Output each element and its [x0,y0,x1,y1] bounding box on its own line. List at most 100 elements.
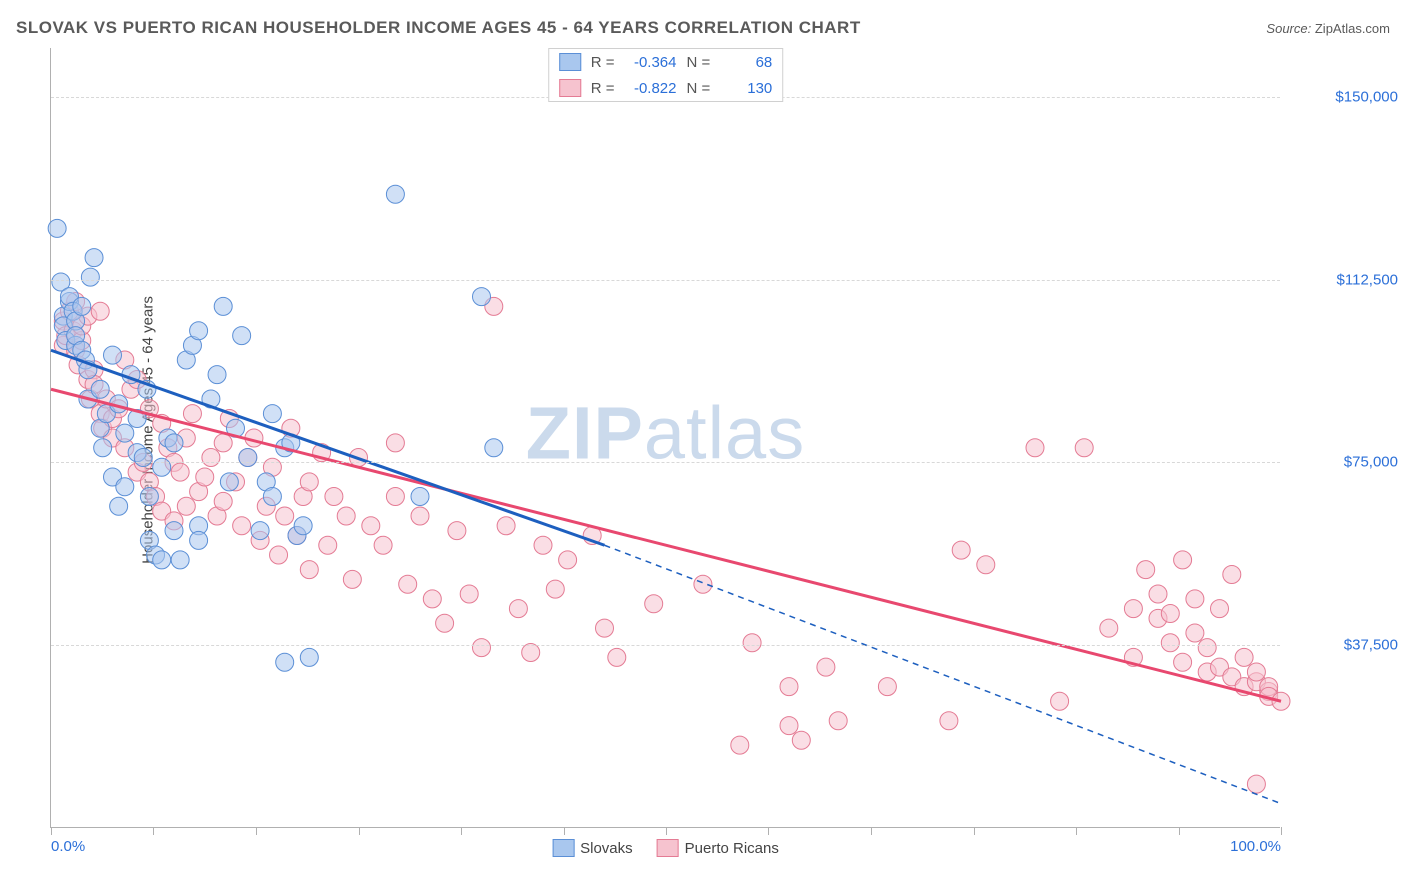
data-point [276,653,294,671]
title-bar: SLOVAK VS PUERTO RICAN HOUSEHOLDER INCOM… [16,18,1390,38]
data-point [608,648,626,666]
data-point [153,551,171,569]
source-attribution: Source: ZipAtlas.com [1266,21,1390,36]
data-point [546,580,564,598]
data-point [214,434,232,452]
x-tick [51,827,52,835]
data-point [522,644,540,662]
data-point [171,551,189,569]
data-point [177,497,195,515]
data-point [263,488,281,506]
legend-series-swatch-2 [657,839,679,857]
gridline [51,645,1280,646]
data-point [1149,585,1167,603]
data-point [448,522,466,540]
x-tick [461,827,462,835]
data-point [1211,600,1229,618]
x-tick [359,827,360,835]
data-point [743,634,761,652]
data-point [337,507,355,525]
data-point [509,600,527,618]
data-point [208,366,226,384]
data-point [940,712,958,730]
data-point [559,551,577,569]
n-value-2: 130 [720,80,772,97]
data-point [1247,775,1265,793]
data-point [134,449,152,467]
data-point [1198,639,1216,657]
data-point [81,268,99,286]
data-point [239,449,257,467]
legend-series-swatch-1 [552,839,574,857]
x-tick [871,827,872,835]
data-point [460,585,478,603]
x-tick [666,827,667,835]
x-tick [1179,827,1180,835]
data-point [73,297,91,315]
data-point [110,497,128,515]
data-point [183,405,201,423]
data-point [1075,439,1093,457]
x-tick [564,827,565,835]
plot-area: ZIPatlas R = -0.364 N = 68 R = -0.822 N … [50,48,1280,828]
x-tick-label: 100.0% [1230,838,1281,855]
data-point [399,575,417,593]
data-point [165,434,183,452]
legend-series-2: Puerto Ricans [657,839,779,857]
data-point [694,575,712,593]
data-point [534,536,552,554]
x-tick [1281,827,1282,835]
data-point [374,536,392,554]
data-point [190,531,208,549]
n-label-1: N = [687,54,711,71]
data-point [731,736,749,754]
data-point [1100,619,1118,637]
legend-stats-row-2: R = -0.822 N = 130 [549,75,783,101]
data-point [48,219,66,237]
data-point [497,517,515,535]
x-tick [768,827,769,835]
data-point [233,517,251,535]
x-tick [153,827,154,835]
data-point [190,322,208,340]
source-name: ZipAtlas.com [1315,21,1390,36]
data-point [780,678,798,696]
data-point [251,522,269,540]
data-point [94,439,112,457]
legend-series-1: Slovaks [552,839,633,857]
regression-line [51,389,1281,701]
gridline [51,280,1280,281]
x-tick [256,827,257,835]
r-value-2: -0.822 [625,80,677,97]
data-point [829,712,847,730]
data-point [325,488,343,506]
data-point [436,614,454,632]
y-tick-label: $75,000 [1288,454,1398,471]
data-point [952,541,970,559]
data-point [300,648,318,666]
data-point [153,458,171,476]
data-point [977,556,995,574]
data-point [300,473,318,491]
data-point [270,546,288,564]
data-point [202,449,220,467]
data-point [1137,561,1155,579]
data-point [300,561,318,579]
data-point [1161,634,1179,652]
data-point [319,536,337,554]
data-point [386,185,404,203]
x-tick [974,827,975,835]
data-point [817,658,835,676]
source-label: Source: [1266,21,1311,36]
legend-swatch-1 [559,53,581,71]
data-point [294,517,312,535]
data-point [473,288,491,306]
data-point [263,405,281,423]
data-point [165,522,183,540]
n-value-1: 68 [720,54,772,71]
data-point [878,678,896,696]
data-point [386,488,404,506]
data-point [91,380,109,398]
y-tick-label: $112,500 [1288,271,1398,288]
data-point [1186,624,1204,642]
